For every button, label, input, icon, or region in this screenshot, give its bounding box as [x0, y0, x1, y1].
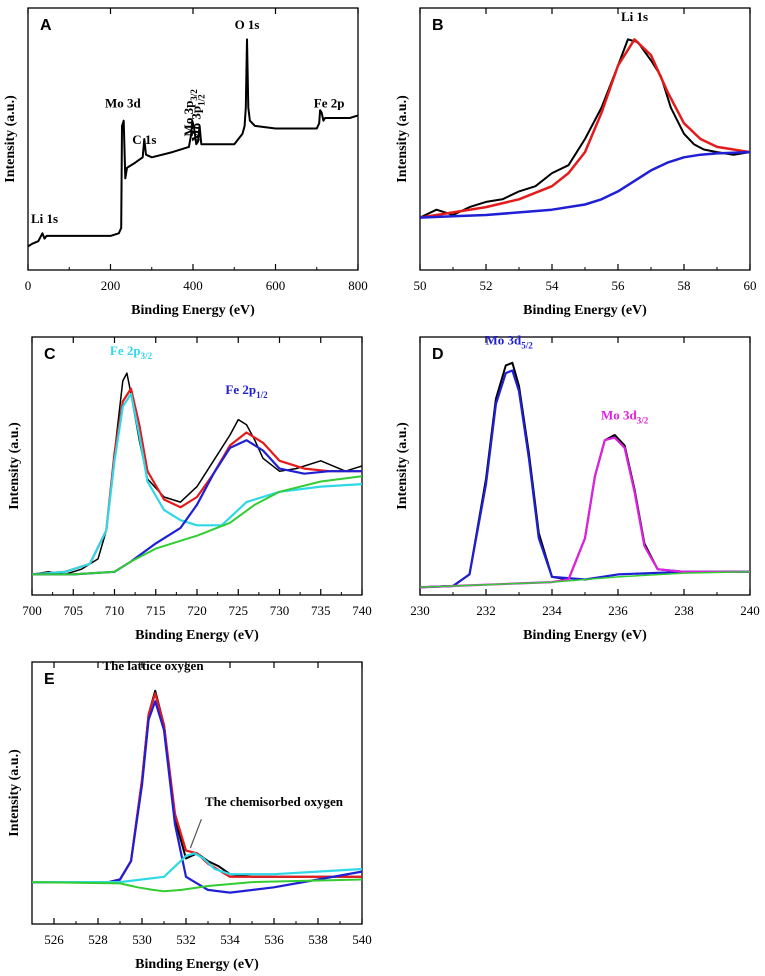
- panel-D: D 230 232 234 236 238 240 Binding Energy (eV) In…: [385, 325, 765, 650]
- panel-letter: A: [40, 17, 52, 34]
- x-tick-label: 536: [264, 932, 284, 947]
- x-axis-label: Binding Energy (eV): [523, 303, 647, 318]
- x-tick-label: 230: [410, 603, 430, 618]
- x-tick-label: 528: [88, 932, 108, 947]
- series-background: [420, 571, 750, 589]
- x-tick-label: 710: [105, 603, 125, 618]
- panel-E: E 526 528 530 532 534 536 538 540 Binding Energy …: [0, 650, 380, 976]
- y-axis-label: Intensity (a.u.): [3, 95, 18, 183]
- x-tick-label: 538: [308, 932, 328, 947]
- series-chemisorbed-oxygen: [32, 852, 362, 884]
- x-axis-label: Binding Energy (eV): [135, 628, 259, 643]
- annotation: Fe 2p1/2: [225, 382, 268, 400]
- plot-frame: [31, 336, 363, 596]
- x-axis-label: Binding Energy (eV): [131, 303, 255, 318]
- chart-C: C 700 705 710 715 720 725 730 735 740 Binding Ener…: [7, 336, 372, 643]
- series-fe-2p1-2: [32, 439, 362, 576]
- panel-B: B 50 52 54 56 58 60 Binding Energy (eV) Intensit…: [385, 0, 765, 325]
- series-raw: [420, 361, 750, 589]
- series-fe-2p3-2: [32, 392, 362, 576]
- x-tick-label: 236: [608, 603, 628, 618]
- x-tick-label: 0: [25, 278, 32, 293]
- x-tick-label: 54: [546, 278, 560, 293]
- annotation: C 1s: [132, 132, 156, 147]
- panel-A: A 0 200 400 600 800 Binding Energy (eV) Intensi…: [0, 0, 380, 325]
- chart-E: E 526 528 530 532 534 536 538 540 Binding Energy …: [7, 658, 372, 972]
- series-fit-envelope: [420, 38, 750, 219]
- series-background: [32, 475, 362, 576]
- x-tick-label: 705: [64, 603, 84, 618]
- chart-B: B 50 52 54 56 58 60 Binding Energy (eV) Intensit…: [395, 7, 757, 318]
- x-axis-label: Binding Energy (eV): [523, 628, 647, 643]
- panel-letter: E: [44, 671, 55, 688]
- series-baseline: [420, 150, 750, 219]
- annotation: Fe 2p: [314, 96, 345, 111]
- x-tick-label: 700: [22, 603, 42, 618]
- panel-C: C 700 705 710 715 720 725 730 735 740 Binding Ener…: [0, 325, 380, 650]
- x-tick-label: 740: [352, 603, 372, 618]
- x-tick-label: 720: [187, 603, 207, 618]
- x-tick-label: 240: [740, 603, 760, 618]
- series-mo-3d3-2: [420, 436, 750, 589]
- annotation: Mo 3p1/2: [188, 94, 206, 142]
- x-tick-label: 52: [480, 278, 493, 293]
- annotation: Mo 3d5/2: [485, 333, 533, 351]
- annotation: Mo 3d: [105, 96, 142, 111]
- annotation: The lattice oxygen: [102, 658, 204, 673]
- series-raw: [32, 372, 362, 576]
- series-raw: [420, 38, 750, 219]
- x-tick-label: 58: [678, 278, 691, 293]
- annotation: O 1s: [235, 17, 260, 32]
- y-axis-label: Intensity (a.u.): [395, 95, 410, 183]
- x-tick-label: 534: [220, 932, 240, 947]
- x-tick-label: 526: [44, 932, 64, 947]
- x-tick-label: 715: [146, 603, 166, 618]
- annotation: Fe 2p3/2: [110, 343, 153, 361]
- x-tick-label: 540: [352, 932, 372, 947]
- x-tick-label: 600: [266, 278, 286, 293]
- x-tick-label: 800: [348, 278, 368, 293]
- panel-letter: D: [432, 346, 444, 363]
- annotation: Li 1s: [621, 9, 648, 24]
- x-tick-label: 400: [183, 278, 203, 293]
- plot-frame: [419, 336, 751, 596]
- plot-frame: [31, 661, 363, 925]
- x-tick-label: 200: [101, 278, 121, 293]
- series-fit-envelope: [32, 387, 362, 576]
- annotation: The chemisorbed oxygen: [205, 794, 344, 809]
- x-axis-label: Binding Energy (eV): [135, 957, 259, 972]
- annotation: Li 1s: [31, 211, 58, 226]
- y-axis-label: Intensity (a.u.): [7, 749, 22, 837]
- y-axis-label: Intensity (a.u.): [7, 422, 22, 510]
- annotation-pointer: [189, 818, 202, 849]
- x-tick-label: 60: [744, 278, 757, 293]
- x-tick-label: 735: [311, 603, 331, 618]
- series-background: [32, 878, 362, 893]
- x-tick-label: 530: [132, 932, 152, 947]
- x-tick-label: 725: [229, 603, 249, 618]
- x-tick-label: 56: [612, 278, 626, 293]
- chart-A: A 0 200 400 600 800 Binding Energy (eV) Intensi…: [3, 7, 368, 318]
- panel-letter: C: [44, 346, 56, 363]
- series-survey: [28, 38, 358, 248]
- x-tick-label: 234: [542, 603, 562, 618]
- x-tick-label: 532: [176, 932, 196, 947]
- annotation: Mo 3d3/2: [601, 408, 649, 426]
- chart-D: D 230 232 234 236 238 240 Binding Energy (eV) In…: [395, 333, 760, 643]
- panel-letter: B: [432, 17, 444, 34]
- x-tick-label: 238: [674, 603, 694, 618]
- x-tick-label: 50: [414, 278, 427, 293]
- x-tick-label: 730: [270, 603, 290, 618]
- x-tick-label: 232: [476, 603, 496, 618]
- y-axis-label: Intensity (a.u.): [395, 422, 410, 510]
- annotation: Mo 3p3/2: [181, 89, 199, 137]
- series-mo-3d5-2: [420, 369, 750, 589]
- series-lattice-oxygen: [32, 700, 362, 894]
